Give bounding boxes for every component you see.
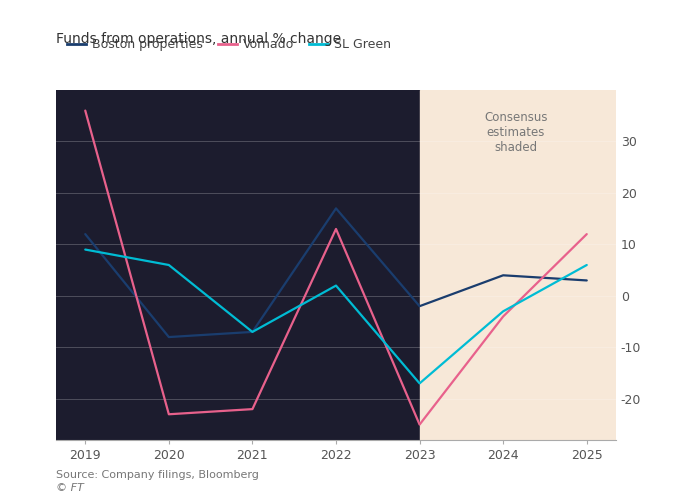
Legend: Boston properties, Vornado, SL Green: Boston properties, Vornado, SL Green (62, 33, 396, 56)
Text: Consensus
estimates
shaded: Consensus estimates shaded (484, 110, 547, 154)
Text: Source: Company filings, Bloomberg: Source: Company filings, Bloomberg (56, 470, 259, 480)
Text: Funds from operations, annual % change: Funds from operations, annual % change (56, 32, 341, 46)
Bar (419, 90, 616, 440)
Text: © FT: © FT (56, 483, 84, 493)
